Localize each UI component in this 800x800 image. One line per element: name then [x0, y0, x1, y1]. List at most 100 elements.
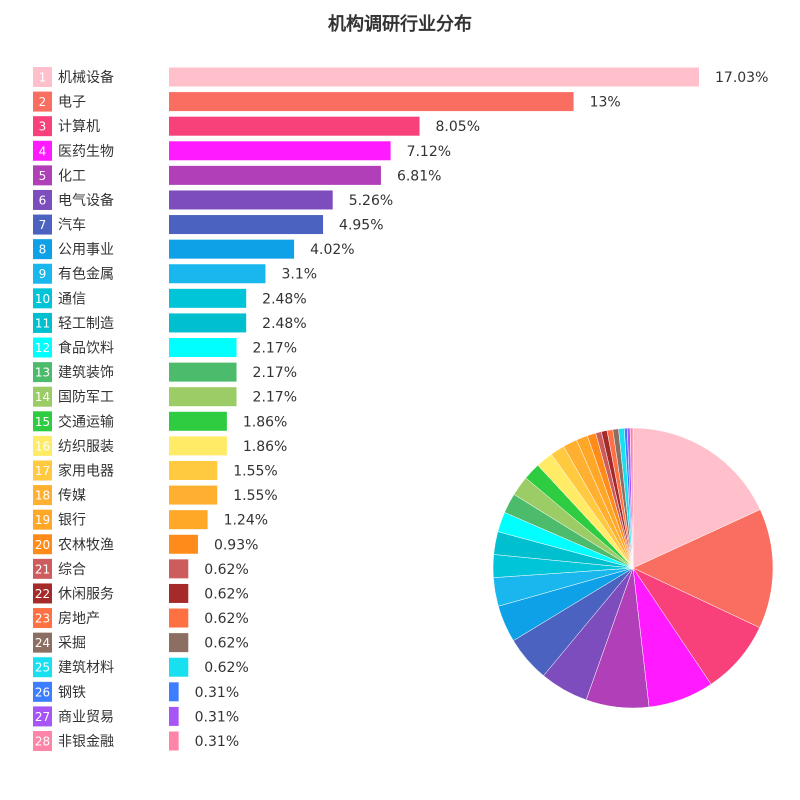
- rank-label: 14: [35, 390, 50, 404]
- bar: [169, 633, 189, 653]
- rank-badge: [33, 534, 52, 555]
- bar: [169, 338, 237, 358]
- rank-badge: [33, 411, 52, 432]
- rank-label: 8: [39, 243, 47, 257]
- rank-badge: [33, 362, 52, 383]
- value-label: 3.1%: [281, 267, 317, 283]
- category-label: 计算机: [58, 119, 100, 135]
- value-label: 2.17%: [253, 390, 297, 406]
- value-label: 1.55%: [233, 463, 277, 479]
- bar: [169, 436, 227, 456]
- category-label: 非银金融: [58, 734, 114, 750]
- rank-badge: [33, 67, 52, 87]
- value-label: 1.55%: [233, 488, 277, 504]
- rank-badge: [33, 558, 52, 579]
- rank-badge: [33, 583, 52, 604]
- rank-label: 4: [39, 144, 47, 158]
- bar: [169, 460, 218, 480]
- rank-badge: [33, 116, 52, 137]
- rank-label: 22: [35, 587, 50, 601]
- rank-badge: [33, 165, 52, 186]
- pie-slice: [629, 427, 634, 569]
- bar: [169, 682, 179, 702]
- pie-slice: [632, 509, 774, 628]
- value-label: 2.17%: [253, 341, 297, 357]
- value-label: 0.31%: [195, 685, 239, 701]
- value-label: 6.81%: [397, 168, 441, 184]
- category-label: 机械设备: [58, 69, 114, 86]
- bar: [169, 608, 189, 628]
- bar: [169, 510, 208, 530]
- pie-slice: [632, 427, 761, 569]
- bar: [169, 116, 420, 136]
- rank-label: 24: [35, 636, 50, 650]
- bar: [169, 485, 218, 505]
- category-label: 纺织服装: [58, 439, 114, 455]
- bar: [169, 239, 295, 259]
- category-label: 电气设备: [58, 192, 114, 209]
- value-label: 0.62%: [204, 562, 248, 578]
- rank-badge: [33, 263, 52, 284]
- rank-label: 27: [35, 710, 50, 724]
- rank-label: 18: [35, 489, 50, 503]
- value-label: 1.86%: [243, 439, 287, 455]
- category-label: 农林牧渔: [58, 537, 114, 553]
- value-label: 2.17%: [253, 365, 297, 381]
- category-label: 化工: [58, 168, 86, 184]
- value-label: 7.12%: [407, 144, 451, 160]
- rank-badge: [33, 435, 52, 456]
- rank-badge: [33, 140, 52, 161]
- rank-label: 10: [35, 292, 50, 306]
- category-label: 综合: [58, 562, 86, 578]
- value-label: 8.05%: [436, 119, 480, 135]
- rank-badge: [33, 91, 52, 112]
- category-label: 汽车: [58, 217, 86, 234]
- category-label: 商业贸易: [58, 709, 114, 725]
- rank-label: 7: [39, 218, 47, 232]
- rank-label: 23: [35, 612, 50, 626]
- category-label: 电子: [58, 95, 86, 111]
- category-label: 通信: [58, 291, 86, 307]
- value-label: 13%: [590, 95, 621, 111]
- value-label: 0.93%: [214, 537, 258, 553]
- value-label: 4.02%: [310, 242, 354, 258]
- rank-badge: [33, 312, 52, 333]
- rank-label: 28: [35, 735, 50, 749]
- value-label: 1.86%: [243, 414, 287, 430]
- rank-badge: [33, 657, 52, 678]
- value-label: 2.48%: [262, 291, 306, 307]
- value-label: 0.62%: [204, 611, 248, 627]
- category-label: 国防军工: [58, 390, 114, 406]
- value-label: 0.31%: [195, 734, 239, 750]
- category-label: 采掘: [58, 636, 86, 652]
- category-label: 轻工制造: [58, 316, 114, 332]
- rank-badge: [33, 731, 52, 751]
- category-label: 食品饮料: [58, 340, 114, 357]
- category-label: 传媒: [58, 488, 86, 504]
- rank-label: 17: [35, 464, 50, 478]
- rank-badge: [33, 485, 52, 506]
- bar: [169, 534, 198, 554]
- bar: [169, 313, 247, 333]
- rank-badge: [33, 386, 52, 407]
- rank-label: 1: [39, 71, 47, 85]
- rank-badge: [33, 608, 52, 629]
- category-label: 建筑材料: [58, 660, 114, 676]
- rank-label: 16: [35, 439, 50, 453]
- value-label: 5.26%: [349, 193, 393, 209]
- rank-label: 19: [35, 513, 50, 527]
- value-label: 2.48%: [262, 316, 306, 332]
- rank-label: 13: [35, 366, 50, 380]
- value-label: 1.24%: [224, 513, 268, 529]
- value-label: 0.62%: [204, 636, 248, 652]
- rank-badge: [33, 632, 52, 653]
- category-label: 休闲服务: [58, 586, 114, 602]
- bar: [169, 411, 227, 431]
- rank-badge: [33, 681, 52, 702]
- category-label: 家用电器: [58, 462, 114, 479]
- rank-badge: [33, 460, 52, 481]
- rank-label: 3: [39, 120, 47, 134]
- rank-badge: [33, 337, 52, 358]
- rank-label: 9: [39, 267, 47, 281]
